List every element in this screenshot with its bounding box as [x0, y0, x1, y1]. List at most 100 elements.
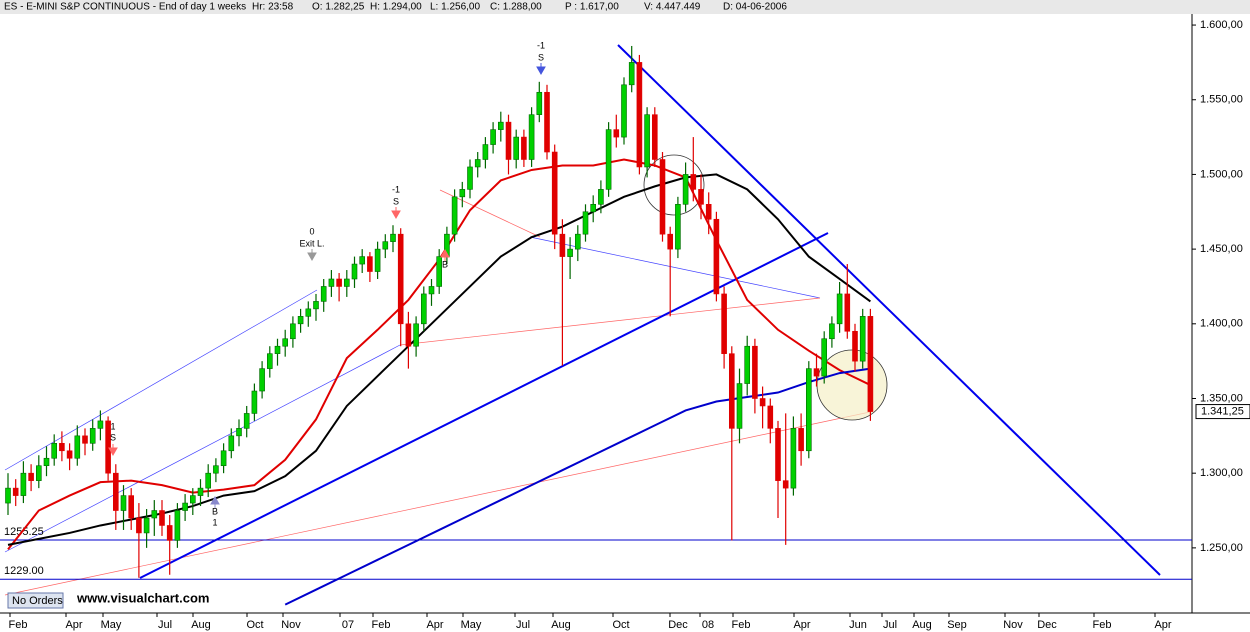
candle-body: [613, 129, 620, 138]
candle-body: [767, 405, 774, 429]
candle-body: [536, 91, 543, 115]
no-orders-button[interactable]: [7, 592, 64, 609]
x-tick-label: Apr: [1154, 619, 1171, 631]
candle-body: [82, 435, 88, 444]
x-tick-label: Feb: [372, 619, 391, 631]
candle-body: [482, 144, 489, 160]
candle-body: [336, 278, 342, 287]
y-tick-label: 1.500,00: [1200, 168, 1243, 180]
candle-body: [89, 428, 96, 444]
header-field: P : 1.617,00: [565, 2, 619, 13]
signal-label: Exit L.: [299, 238, 324, 248]
header-field: V: 4.447.449: [644, 2, 701, 13]
candle-body: [528, 114, 535, 160]
signal-label: B: [442, 259, 448, 269]
x-tick-label: 07: [342, 619, 354, 631]
candle-body: [59, 443, 65, 452]
x-tick-label: 08: [702, 619, 714, 631]
candle-body: [182, 502, 188, 511]
x-tick-label: Feb: [732, 619, 751, 631]
x-tick-label: May: [461, 619, 482, 631]
candle-body: [451, 196, 458, 235]
candle-body: [690, 174, 697, 190]
candle-body: [574, 233, 581, 250]
candle-body: [251, 390, 258, 414]
level-label: 1255.25: [4, 526, 44, 538]
candle-body: [428, 286, 435, 295]
x-tick-label: Sep: [947, 619, 967, 631]
signal-label: -1: [537, 40, 545, 50]
y-tick-label: 1.600,00: [1200, 19, 1243, 31]
candle-body: [43, 457, 50, 467]
candle-body: [590, 204, 597, 213]
x-tick-label: Feb: [1093, 619, 1112, 631]
candle-body: [728, 353, 735, 429]
candle-body: [544, 91, 550, 153]
candle-body: [128, 495, 134, 519]
candle-body: [282, 338, 289, 347]
header-field: L: 1.256,00: [430, 2, 480, 13]
candle-body: [328, 278, 335, 287]
candle-body: [605, 129, 612, 190]
candle-body: [721, 293, 727, 354]
signal-arrow: [108, 444, 118, 457]
x-tick-label: Jul: [158, 619, 172, 631]
candle-body: [290, 323, 296, 340]
header-field: ES - E-MINI S&P CONTINUOUS - End of day …: [4, 2, 246, 13]
candle-body: [136, 517, 142, 534]
x-tick-label: Apr: [426, 619, 443, 631]
candle-body: [852, 330, 858, 362]
candle-body: [190, 495, 196, 504]
candle-body: [66, 450, 73, 459]
trend-line: [4, 289, 318, 471]
signal-arrow: [391, 207, 401, 220]
candle-body: [205, 472, 211, 489]
candle-body: [51, 443, 58, 459]
candle-body: [420, 293, 427, 325]
last-price-label: 1.341,25: [1201, 405, 1244, 417]
trend-line: [4, 344, 401, 553]
signal-arrow: [307, 249, 317, 262]
no-orders-label[interactable]: No Orders: [12, 595, 63, 607]
signal-arrow: [440, 248, 450, 261]
candle-body: [859, 316, 866, 362]
signal-arrow: [210, 495, 220, 508]
candle-body: [675, 204, 681, 250]
candle-body: [844, 293, 851, 332]
candle-body: [829, 323, 835, 340]
candle-body: [343, 278, 350, 287]
watermark: www.visualchart.com: [76, 590, 209, 605]
signal-label: B: [212, 506, 218, 516]
candle-body: [120, 495, 127, 511]
candle-body: [459, 189, 466, 198]
header-field: C: 1.288,00: [490, 2, 542, 13]
header-field: O: 1.282,25: [312, 2, 365, 13]
candle-body: [682, 174, 689, 205]
candle-body: [351, 263, 358, 280]
candle-body: [12, 487, 19, 496]
candle-body: [705, 204, 712, 220]
candle-body: [513, 136, 520, 160]
candle-body: [313, 301, 319, 310]
candle-body: [166, 525, 173, 541]
candle-body: [551, 151, 558, 235]
signal-label: 1: [110, 421, 115, 431]
candle-body: [143, 517, 150, 534]
x-tick-label: Aug: [191, 619, 211, 631]
candle-body: [698, 189, 704, 205]
y-tick-label: 1.250,00: [1200, 542, 1243, 554]
candle-body: [74, 435, 81, 459]
x-tick-label: Aug: [551, 619, 571, 631]
candle-body: [297, 316, 304, 325]
candle-body: [97, 420, 104, 429]
candle-body: [259, 368, 265, 392]
candle-body: [759, 398, 766, 407]
candle-body: [266, 353, 273, 369]
highlight-circle: [816, 349, 888, 421]
candle-body: [713, 218, 720, 295]
y-tick-label: 1.300,00: [1200, 467, 1243, 479]
candle-body: [821, 338, 828, 377]
x-tick-label: Oct: [612, 619, 629, 631]
candle-body: [382, 241, 389, 250]
trend-line: [4, 411, 871, 596]
